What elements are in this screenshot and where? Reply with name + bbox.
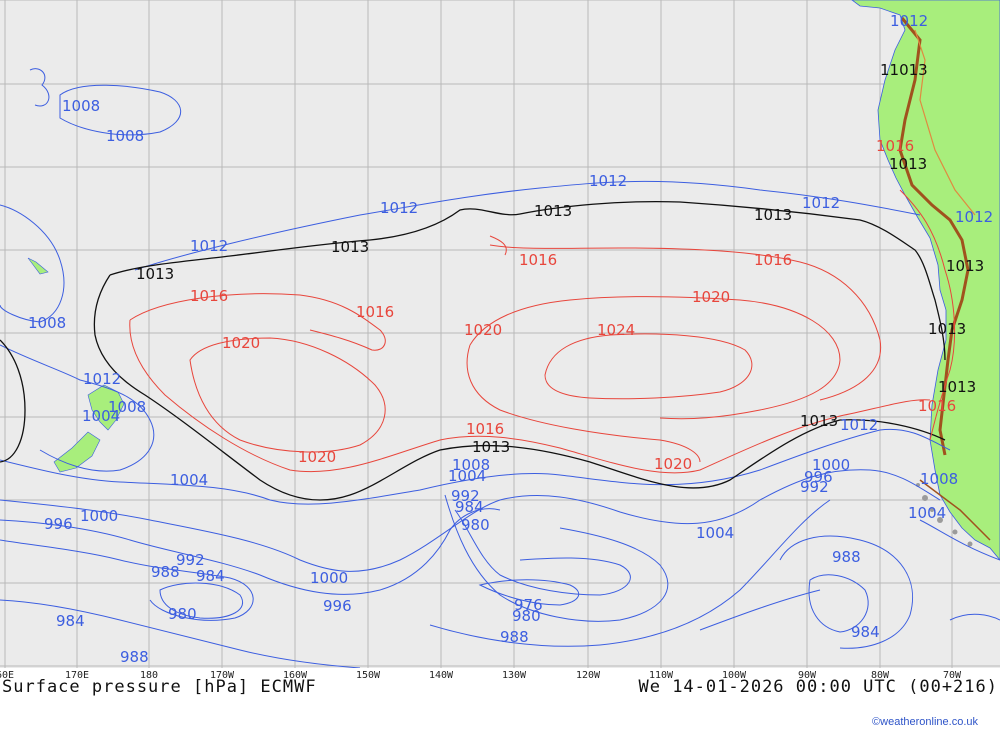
isobar-label: 1024 xyxy=(597,321,635,339)
lon-label: 90W xyxy=(797,670,817,681)
isobar-label: 1013 xyxy=(928,320,966,338)
isobar-label: 1013 xyxy=(938,378,976,396)
isobar-label: 988 xyxy=(151,563,180,581)
isobar-label: 980 xyxy=(461,516,490,534)
isobar-label: 1012 xyxy=(802,194,840,212)
isobar-label: 1012 xyxy=(380,199,418,217)
isobar-label: 1013 xyxy=(889,155,927,173)
lon-label: 110W xyxy=(648,670,674,681)
isobar-label: 1004 xyxy=(696,524,734,542)
isobar-label: 988 xyxy=(500,628,529,646)
lon-label: 60E xyxy=(0,670,15,681)
isobar-label: 976 xyxy=(514,596,543,614)
isobar-label: 1016 xyxy=(876,137,914,155)
isobar-label: 1016 xyxy=(519,251,557,269)
isobar-labels: 1008 1008 1008 1008 1008 1008 1012 1012 … xyxy=(28,12,993,666)
lon-label: 100W xyxy=(721,670,747,681)
lon-label: 140W xyxy=(428,670,454,681)
isobar-label: 1004 xyxy=(908,504,946,522)
isobar-label: 1013 xyxy=(534,202,572,220)
lon-label: 70W xyxy=(942,670,962,681)
isobar-label: 1016 xyxy=(918,397,956,415)
isobar-label: 1020 xyxy=(464,321,502,339)
isobar-label: 1020 xyxy=(692,288,730,306)
isobar-label: 1008 xyxy=(108,398,146,416)
lon-label: 170W xyxy=(209,670,235,681)
isobar-label: 1000 xyxy=(812,456,850,474)
isobar-label: 996 xyxy=(804,468,833,486)
isobar-1013 xyxy=(0,200,946,501)
isobars-blue xyxy=(0,68,1000,668)
isobar-label: 1013 xyxy=(331,238,369,256)
isobar-label: 1012 xyxy=(840,416,878,434)
isobar-label: 1016 xyxy=(466,420,504,438)
isobar-label: 1016 xyxy=(356,303,394,321)
lon-label: 160W xyxy=(282,670,308,681)
isobar-label: 980 xyxy=(512,607,541,625)
isobar-label: 992 xyxy=(176,551,205,569)
isobar-label: 1012 xyxy=(955,208,993,226)
isobar-label: 1020 xyxy=(298,448,336,466)
isobar-label: 1004 xyxy=(448,467,486,485)
isobar-label: 1013 xyxy=(754,206,792,224)
isobar-label: 984 xyxy=(851,623,880,641)
isobar-label: 992 xyxy=(800,478,829,496)
isobar-label: 1020 xyxy=(222,334,260,352)
lon-label: 170E xyxy=(64,670,90,681)
pressure-map: 1008 1008 1008 1008 1008 1008 1012 1012 … xyxy=(0,0,1000,668)
lon-label: 80W xyxy=(870,670,890,681)
isobar-label: 1013 xyxy=(946,257,984,275)
lon-label: 130W xyxy=(501,670,527,681)
isobar-label: 992 xyxy=(451,487,480,505)
lon-label: 120W xyxy=(575,670,601,681)
lon-label: 180 xyxy=(139,670,159,681)
isobar-label: 988 xyxy=(832,548,861,566)
isobar-label: 1012 xyxy=(83,370,121,388)
isobar-label: 11013 xyxy=(880,61,928,79)
isobar-label: 1016 xyxy=(754,251,792,269)
isobar-label: 1000 xyxy=(310,569,348,587)
isobar-label: 984 xyxy=(455,498,484,516)
isobar-label: 1012 xyxy=(190,237,228,255)
isobar-label: 1008 xyxy=(452,456,490,474)
isobar-label: 996 xyxy=(323,597,352,615)
forecast-date: We 14-01-2026 00:00 UTC (00+216) xyxy=(638,677,998,697)
isobar-label: 1008 xyxy=(62,97,100,115)
isobar-label: 996 xyxy=(44,515,73,533)
isobar-label: 980 xyxy=(168,605,197,623)
isobar-label: 984 xyxy=(56,612,85,630)
lon-label: 150W xyxy=(355,670,381,681)
isobar-label: 1012 xyxy=(589,172,627,190)
isobar-label: 1008 xyxy=(920,470,958,488)
isobar-label: 1004 xyxy=(82,407,120,425)
map-title: Surface pressure [hPa] ECMWF xyxy=(2,677,317,697)
isobar-label: 1008 xyxy=(106,127,144,145)
land-south-america xyxy=(851,0,1000,561)
isobar-label: 984 xyxy=(196,567,225,585)
land-new-zealand xyxy=(27,257,125,473)
isobar-label: 1012 xyxy=(890,12,928,30)
isobar-label: 1013 xyxy=(136,265,174,283)
isobar-label: 1016 xyxy=(190,287,228,305)
isobars-red xyxy=(129,189,956,474)
isobar-label: 1008 xyxy=(28,314,66,332)
isobar-label: 1004 xyxy=(170,471,208,489)
isobar-label: 1020 xyxy=(654,455,692,473)
map-canvas: 1008 1008 1008 1008 1008 1008 1012 1012 … xyxy=(0,0,1000,668)
isobar-label: 988 xyxy=(120,648,149,666)
isobar-label: 1000 xyxy=(80,507,118,525)
isobar-label: 1013 xyxy=(800,412,838,430)
isobar-label: 1013 xyxy=(472,438,510,456)
credit-link[interactable]: ©weatheronline.co.uk xyxy=(872,716,978,728)
